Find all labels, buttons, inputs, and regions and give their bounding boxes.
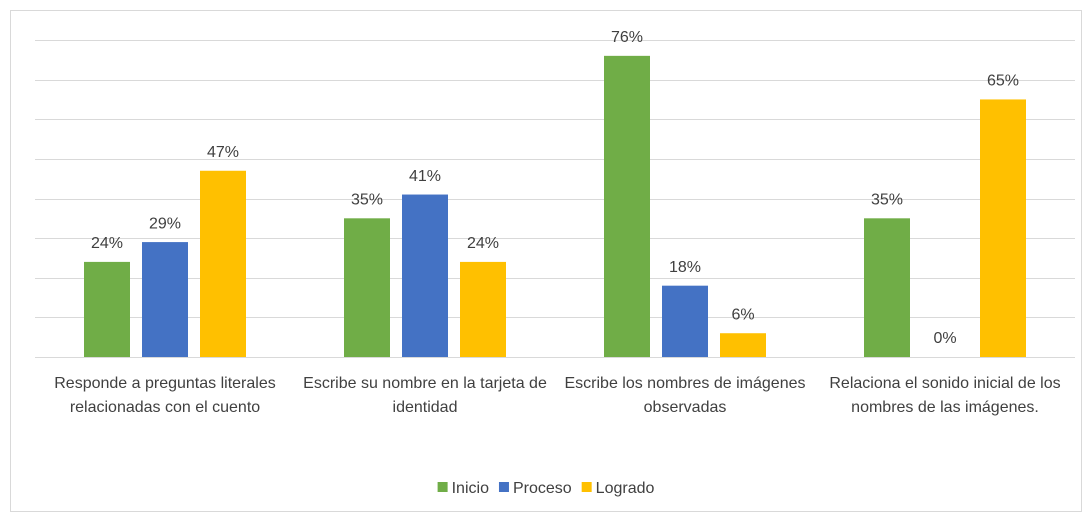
legend-swatch	[581, 482, 592, 492]
bar	[662, 285, 708, 357]
data-label: 24%	[91, 235, 123, 252]
x-tick-label: Relaciona el sonido inicial de los nombr…	[829, 375, 1061, 416]
bar	[142, 242, 188, 357]
bar	[720, 333, 766, 357]
bar	[604, 55, 650, 357]
bar	[864, 218, 910, 357]
bar	[402, 194, 448, 357]
legend-swatch	[437, 482, 448, 492]
data-label: 76%	[611, 29, 643, 46]
data-label: 6%	[731, 306, 754, 323]
data-label: 47%	[207, 144, 239, 161]
x-tick-label: Escribe su nombre en la tarjeta de ident…	[303, 375, 547, 416]
bar	[980, 99, 1026, 357]
bar	[460, 261, 506, 357]
legend-swatch	[498, 482, 509, 492]
legend-label: Proceso	[513, 480, 572, 497]
bar	[200, 170, 246, 357]
bar	[84, 261, 130, 357]
x-tick-label: Responde a preguntas literales relaciona…	[54, 375, 276, 416]
data-label: 35%	[351, 192, 383, 209]
data-label: 18%	[669, 259, 701, 276]
x-tick-label: Escribe los nombres de imágenes observad…	[564, 375, 806, 416]
data-label: 24%	[467, 235, 499, 252]
data-label: 41%	[409, 168, 441, 185]
data-label: 35%	[871, 192, 903, 209]
data-label: 65%	[987, 73, 1019, 90]
legend-label: Inicio	[452, 480, 489, 497]
data-label: 0%	[933, 330, 956, 347]
legend-label: Logrado	[596, 480, 655, 497]
bar	[344, 218, 390, 357]
data-label: 29%	[149, 215, 181, 232]
